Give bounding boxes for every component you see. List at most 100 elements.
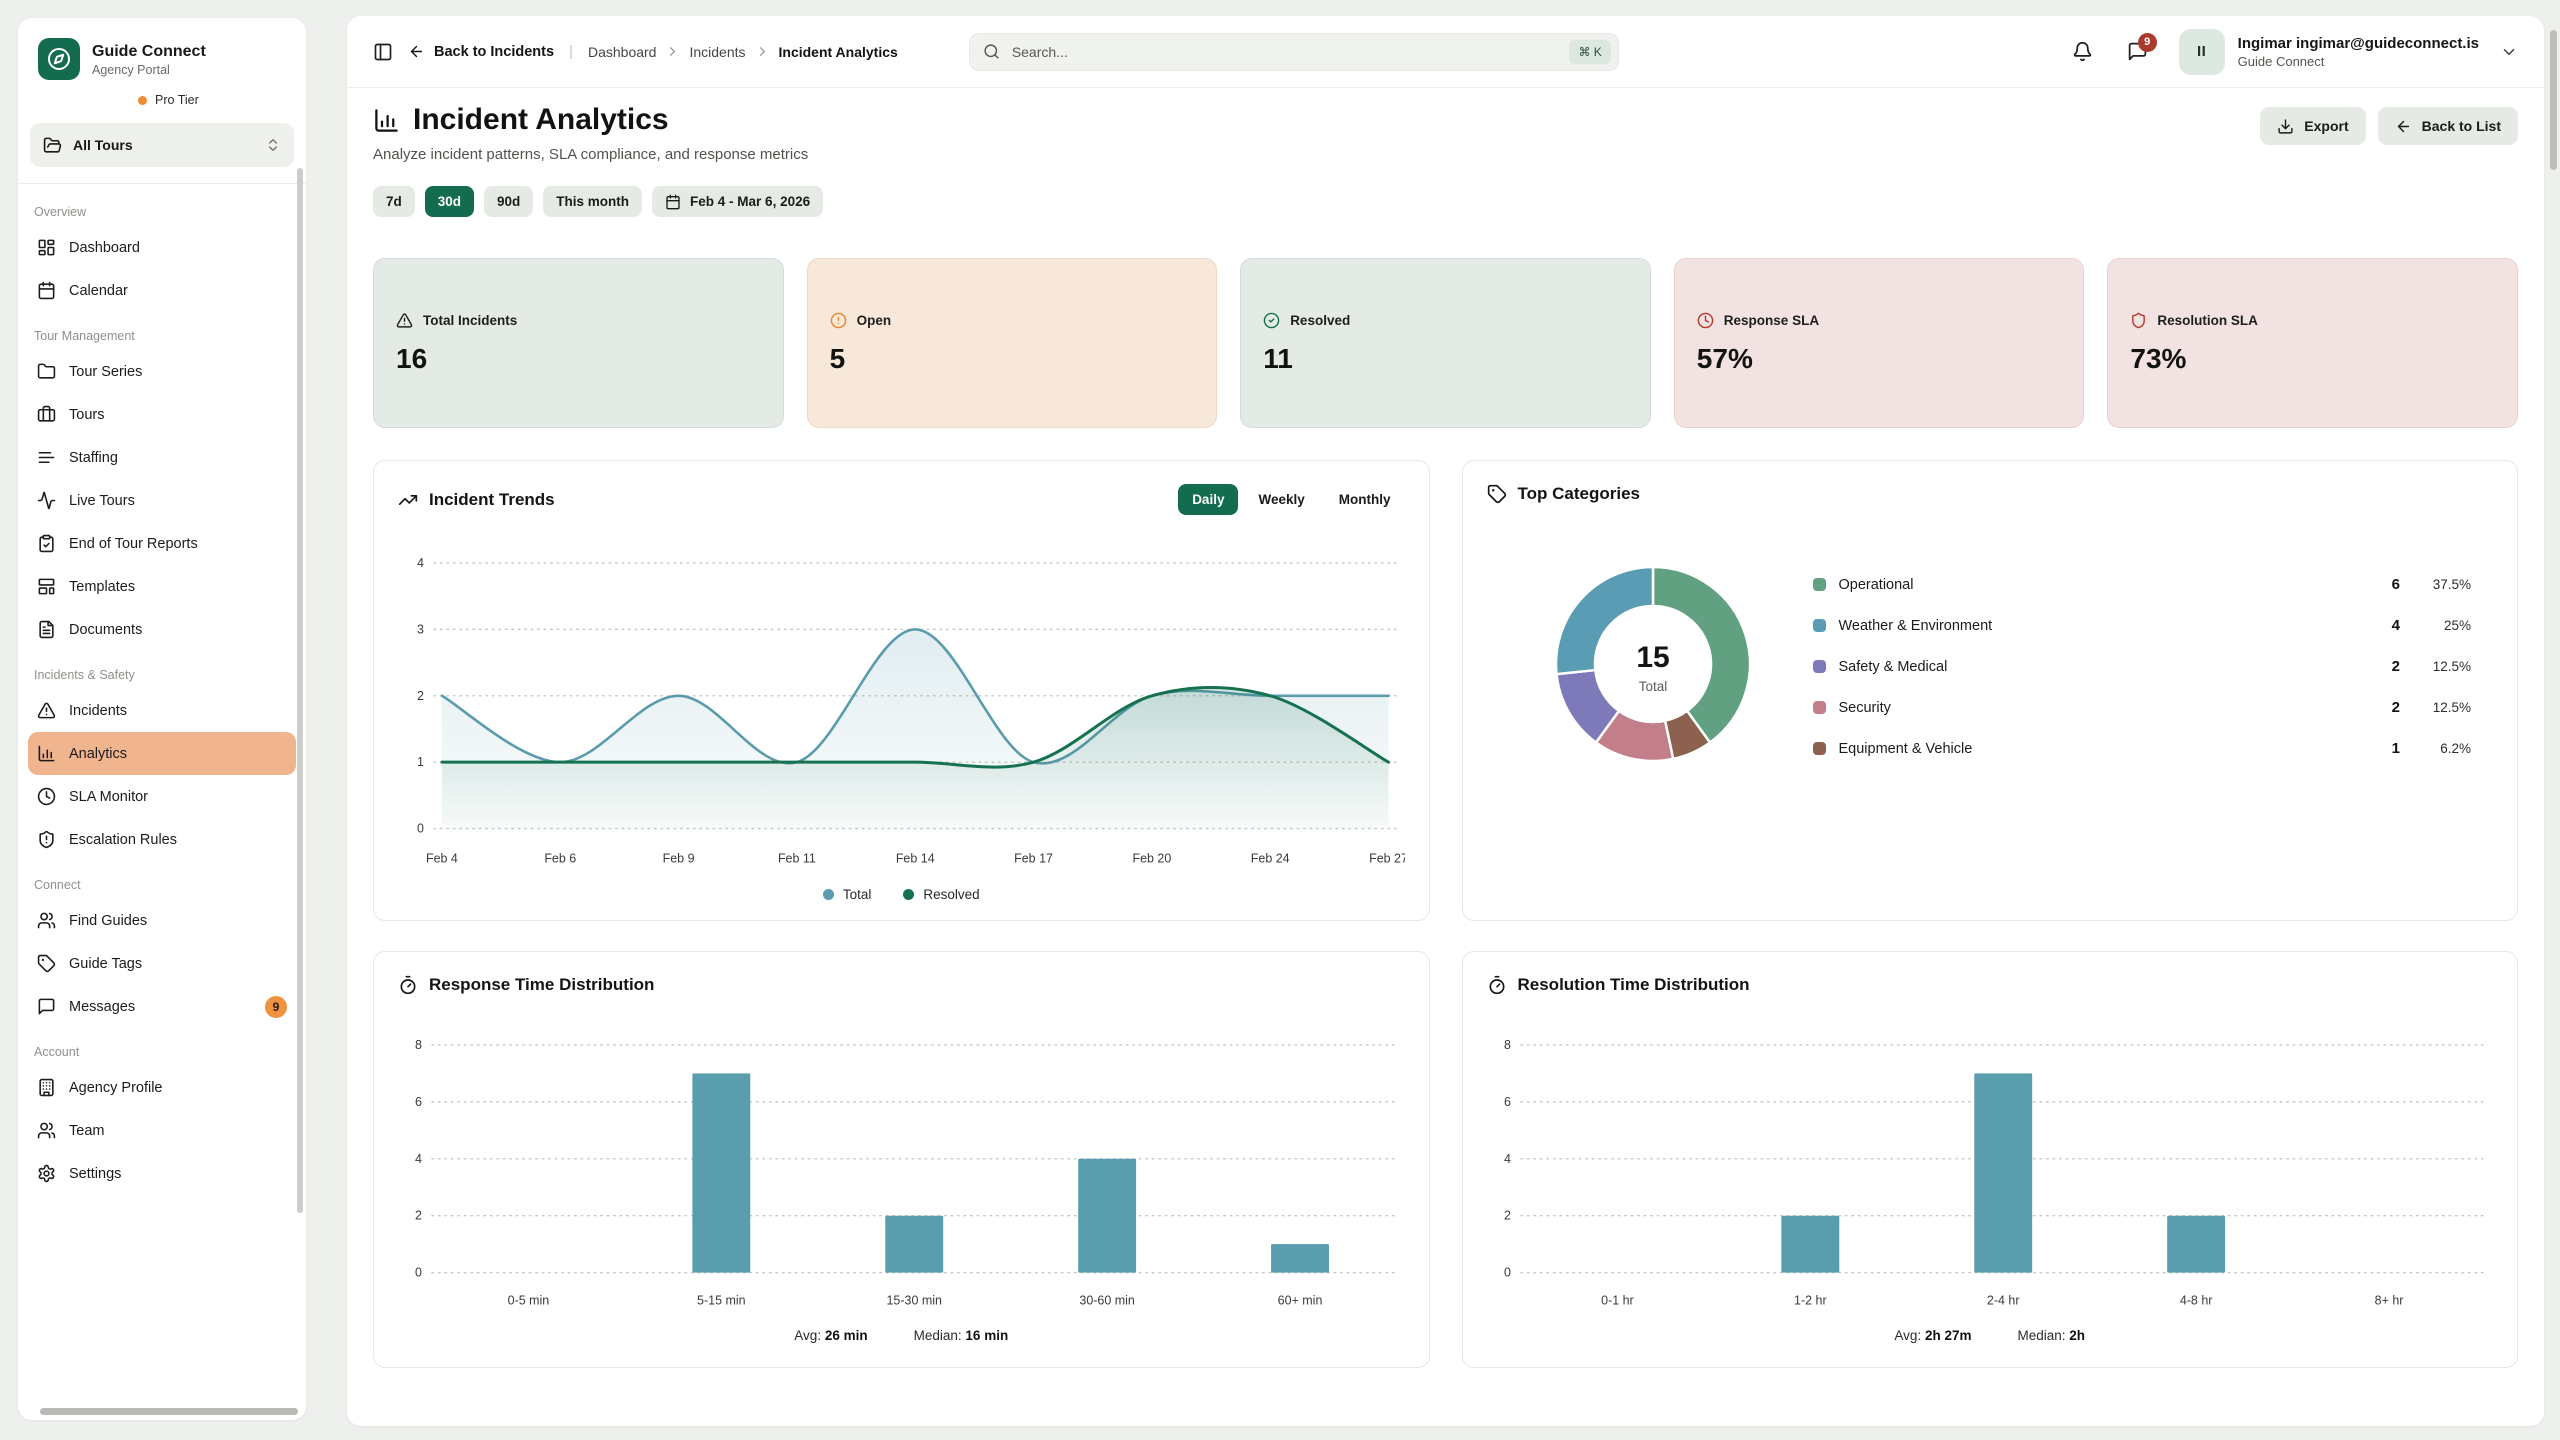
date-range-picker[interactable]: Feb 4 - Mar 6, 2026 xyxy=(652,186,823,217)
sidebar-item-documents[interactable]: Documents xyxy=(28,608,296,651)
back-to-list-button[interactable]: Back to List xyxy=(2378,107,2518,145)
breadcrumb-incidents[interactable]: Incidents xyxy=(689,44,745,60)
breadcrumb-dashboard[interactable]: Dashboard xyxy=(588,44,657,60)
sidebar-item-label: Messages xyxy=(69,999,135,1015)
back-to-incidents-link[interactable]: Back to Incidents xyxy=(408,43,554,60)
category-count: 4 xyxy=(2382,617,2400,634)
bar-2-4-hr[interactable] xyxy=(1974,1073,2032,1272)
notifications-button[interactable] xyxy=(2063,33,2103,71)
settings-icon xyxy=(37,1164,56,1183)
bar-1-2-hr[interactable] xyxy=(1781,1215,1839,1272)
arrow-left-icon xyxy=(2395,118,2412,135)
sidebar-horizontal-scrollbar[interactable] xyxy=(40,1408,298,1415)
svg-text:4: 4 xyxy=(417,556,424,570)
sidebar-item-analytics[interactable]: Analytics xyxy=(28,732,296,775)
user-menu[interactable]: II Ingimar ingimar@guideconnect.is Guide… xyxy=(2179,29,2518,75)
top-categories-body: 15Total Operational637.5%Weather & Envir… xyxy=(1487,550,2494,809)
sidebar-vertical-scrollbar[interactable] xyxy=(297,168,303,1213)
sidebar-item-escalation-rules[interactable]: Escalation Rules xyxy=(28,818,296,861)
sidebar-item-team[interactable]: Team xyxy=(28,1109,296,1152)
time-range-filters: 7d 30d 90d This month Feb 4 - Mar 6, 2026 xyxy=(373,186,2518,217)
sidebar-item-tours[interactable]: Tours xyxy=(28,393,296,436)
sidebar-item-end-of-tour-reports[interactable]: End of Tour Reports xyxy=(28,522,296,565)
svg-text:2-4 hr: 2-4 hr xyxy=(1986,1293,2019,1307)
bar-5-15-min[interactable] xyxy=(692,1073,750,1272)
range-filter-90d[interactable]: 90d xyxy=(484,186,533,217)
sidebar-item-sla-monitor[interactable]: SLA Monitor xyxy=(28,775,296,818)
sidebar-item-agency-profile[interactable]: Agency Profile xyxy=(28,1066,296,1109)
calendar-icon xyxy=(665,194,681,210)
donut-center-label: Total xyxy=(1638,679,1667,694)
svg-text:0: 0 xyxy=(417,822,424,836)
chevron-down-icon xyxy=(2500,43,2518,61)
svg-text:6: 6 xyxy=(415,1094,422,1108)
category-count: 2 xyxy=(2382,699,2400,716)
tab-daily[interactable]: Daily xyxy=(1178,484,1238,515)
kpi-label: Open xyxy=(857,313,892,328)
sidebar-item-tour-series[interactable]: Tour Series xyxy=(28,350,296,393)
search-input[interactable] xyxy=(1010,43,1560,61)
tour-selector[interactable]: All Tours xyxy=(30,123,294,167)
sidebar-item-live-tours[interactable]: Live Tours xyxy=(28,479,296,522)
sidebar-item-messages[interactable]: Messages9 xyxy=(28,985,296,1028)
svg-text:Feb 9: Feb 9 xyxy=(663,852,695,866)
category-label: Operational xyxy=(1839,577,1914,593)
page-vertical-scrollbar[interactable] xyxy=(2550,30,2557,170)
search-bar[interactable]: ⌘ K xyxy=(969,33,1619,71)
dashboard-icon xyxy=(37,238,56,257)
sidebar-item-guide-tags[interactable]: Guide Tags xyxy=(28,942,296,985)
bar-60-min[interactable] xyxy=(1271,1244,1329,1272)
category-row-safety-medical: Safety & Medical212.5% xyxy=(1813,646,2472,687)
bar-15-30-min[interactable] xyxy=(885,1215,943,1272)
users-icon xyxy=(37,1121,56,1140)
bar-30-60-min[interactable] xyxy=(1078,1158,1136,1272)
svg-text:Feb 17: Feb 17 xyxy=(1014,852,1053,866)
sidebar-item-templates[interactable]: Templates xyxy=(28,565,296,608)
range-filter-this-month[interactable]: This month xyxy=(543,186,642,217)
sidebar-item-label: Calendar xyxy=(69,283,128,299)
bell-icon xyxy=(2072,41,2093,62)
sidebar-item-label: Settings xyxy=(69,1166,121,1182)
trending-up-icon xyxy=(398,490,418,510)
lines-icon xyxy=(37,448,56,467)
resolution-time-card: Resolution Time Distribution 864200-1 hr… xyxy=(1462,951,2519,1369)
panel-left-icon[interactable] xyxy=(373,42,393,62)
donut-center-value: 15 xyxy=(1636,641,1669,674)
circle-alert-icon xyxy=(830,312,847,329)
folder-icon xyxy=(37,362,56,381)
logo-row: Guide Connect Agency Portal xyxy=(18,38,306,80)
svg-text:4-8 hr: 4-8 hr xyxy=(2179,1293,2212,1307)
sidebar-item-calendar[interactable]: Calendar xyxy=(28,269,296,312)
bar-4-8-hr[interactable] xyxy=(2167,1215,2225,1272)
sidebar-item-dashboard[interactable]: Dashboard xyxy=(28,226,296,269)
search-shortcut-badge: ⌘ K xyxy=(1569,40,1610,64)
svg-text:0-5 min: 0-5 min xyxy=(508,1293,550,1307)
section-label-account: Account xyxy=(34,1045,290,1059)
range-filter-30d[interactable]: 30d xyxy=(425,186,474,217)
sidebar-item-staffing[interactable]: Staffing xyxy=(28,436,296,479)
tab-weekly[interactable]: Weekly xyxy=(1244,484,1318,515)
svg-text:5-15 min: 5-15 min xyxy=(697,1293,746,1307)
svg-text:15-30 min: 15-30 min xyxy=(887,1293,943,1307)
sidebar-item-incidents[interactable]: Incidents xyxy=(28,689,296,732)
sidebar-item-label: SLA Monitor xyxy=(69,789,148,805)
charts-row-1: Incident Trends DailyWeeklyMonthly 43210… xyxy=(373,460,2518,921)
clipboard-check-icon xyxy=(37,534,56,553)
categories-donut-chart: 15 Total xyxy=(1539,550,1767,783)
export-button[interactable]: Export xyxy=(2260,107,2365,145)
top-categories-card: Top Categories 15Total Operational637.5%… xyxy=(1462,460,2519,921)
range-filter-7d[interactable]: 7d xyxy=(373,186,415,217)
messages-button[interactable]: 9 xyxy=(2118,33,2158,71)
top-categories-title: Top Categories xyxy=(1518,484,1640,504)
sidebar-nav: OverviewDashboardCalendarTour Management… xyxy=(18,184,306,1215)
tab-monthly[interactable]: Monthly xyxy=(1325,484,1405,515)
median-label: Median: xyxy=(2018,1328,2066,1343)
kpi-value: 5 xyxy=(830,343,1195,375)
sidebar-item-settings[interactable]: Settings xyxy=(28,1152,296,1195)
svg-text:Feb 6: Feb 6 xyxy=(544,852,576,866)
categories-legend: Operational637.5%Weather & Environment42… xyxy=(1813,564,2472,769)
kpi-label: Response SLA xyxy=(1724,313,1819,328)
sidebar-item-find-guides[interactable]: Find Guides xyxy=(28,899,296,942)
tour-selector-label: All Tours xyxy=(73,137,133,153)
breadcrumb-incident-analytics[interactable]: Incident Analytics xyxy=(779,44,898,60)
